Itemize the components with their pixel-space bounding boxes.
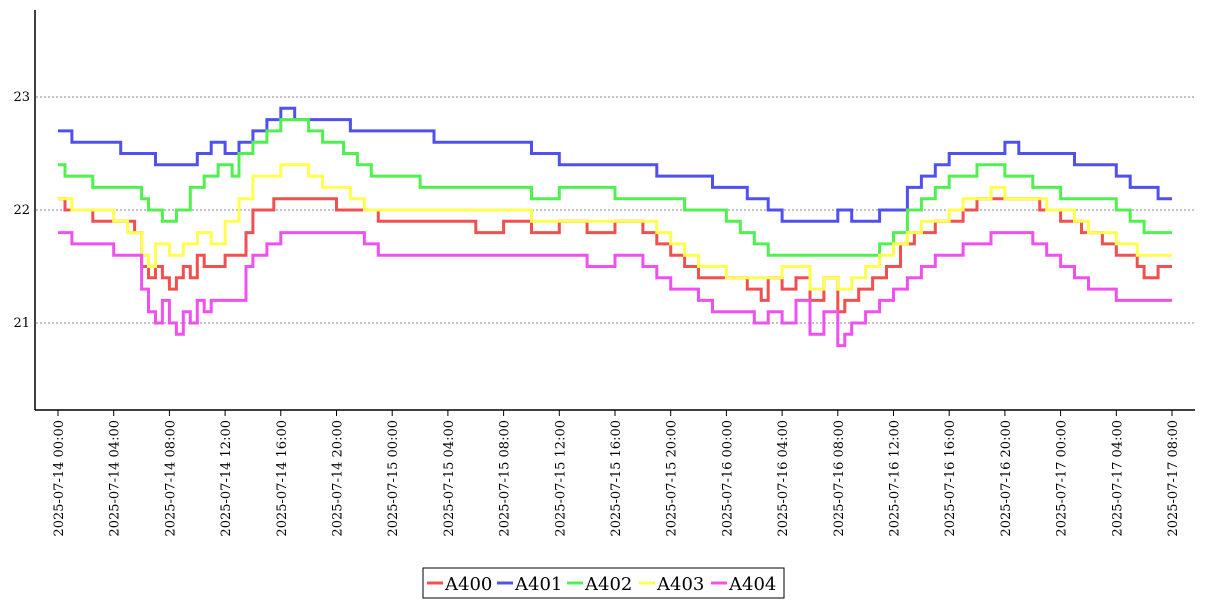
x-tick-label: 2025-07-16 04:00: [776, 420, 791, 537]
x-tick-label: 2025-07-14 00:00: [52, 420, 67, 537]
x-tick-label: 2025-07-14 12:00: [219, 420, 234, 537]
x-tick-label: 2025-07-15 20:00: [665, 420, 680, 537]
x-tick-label: 2025-07-16 00:00: [720, 420, 735, 537]
series-line-a400: [58, 197, 1172, 314]
series-line-a401: [58, 106, 1172, 223]
x-tick-label: 2025-07-15 08:00: [498, 420, 513, 537]
series-line-a404: [58, 231, 1172, 348]
legend-label-a403: A403: [656, 574, 704, 595]
x-tick-label: 2025-07-14 16:00: [275, 420, 290, 537]
x-tick-label: 2025-07-17 04:00: [1110, 420, 1125, 537]
x-tick-label: 2025-07-14 04:00: [108, 420, 123, 537]
x-tick-label: 2025-07-17 08:00: [1166, 420, 1181, 537]
series-line-a402: [58, 118, 1172, 257]
legend-label-a401: A401: [514, 574, 562, 595]
y-tick-labels: 21 22 23: [13, 90, 30, 331]
legend-label-a400: A400: [444, 574, 492, 595]
x-tick-label: 2025-07-15 00:00: [386, 420, 401, 537]
series-lines: [58, 106, 1172, 348]
x-tick-label: 2025-07-17 00:00: [1055, 420, 1070, 537]
y-tick-label: 23: [13, 90, 30, 105]
x-tick-label: 2025-07-16 16:00: [943, 420, 958, 537]
y-tick-label: 21: [13, 316, 30, 331]
x-tick-label: 2025-07-16 08:00: [832, 420, 847, 537]
x-tick-label: 2025-07-15 04:00: [442, 420, 457, 537]
x-tick-label: 2025-07-16 12:00: [888, 420, 903, 537]
y-tick-label: 22: [13, 203, 30, 218]
x-tick-label: 2025-07-16 20:00: [999, 420, 1014, 537]
x-tick-label: 2025-07-15 16:00: [609, 420, 624, 537]
x-tick-label: 2025-07-15 12:00: [553, 420, 568, 537]
gridlines: [36, 96, 1195, 324]
legend: A400 A401 A402 A403 A404: [422, 567, 785, 599]
x-tick-label: 2025-07-14 20:00: [331, 420, 346, 537]
series-line-a403: [58, 163, 1172, 291]
legend-label-a404: A404: [728, 574, 776, 595]
x-tick-label: 2025-07-14 08:00: [163, 420, 178, 537]
legend-label-a402: A402: [584, 574, 632, 595]
x-tick-labels: 2025-07-14 00:00 2025-07-14 04:00 2025-07-…: [52, 410, 1181, 537]
